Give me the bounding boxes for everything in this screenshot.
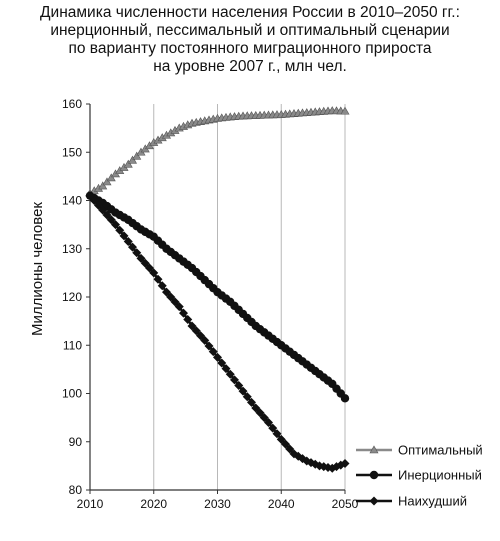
chart-title-line-2: инерционный, пессимальный и оптимальный … bbox=[50, 22, 450, 39]
legend: Оптимальный Инерционный Наихудший bbox=[356, 443, 483, 509]
data-point bbox=[85, 191, 95, 201]
y-tick-label: 150 bbox=[62, 145, 82, 159]
data-point bbox=[281, 439, 290, 449]
y-tick-label: 140 bbox=[62, 194, 82, 208]
data-point bbox=[285, 444, 295, 454]
chart-title-line-1: Динамика численности населения России в … bbox=[40, 4, 460, 21]
data-point bbox=[102, 177, 112, 186]
chart-title-line-4: на уровне 2007 г., млн чел. bbox=[153, 58, 347, 75]
data-point bbox=[234, 380, 244, 390]
data-point bbox=[247, 397, 256, 407]
data-point bbox=[153, 274, 163, 284]
data-point bbox=[217, 358, 227, 368]
data-point bbox=[123, 159, 133, 168]
data-point bbox=[145, 263, 154, 273]
x-tick-label: 2050 bbox=[332, 497, 359, 511]
series-group bbox=[85, 106, 350, 473]
data-point bbox=[221, 364, 231, 374]
y-tick-label: 130 bbox=[62, 242, 82, 256]
data-point bbox=[200, 335, 210, 345]
data-point bbox=[98, 205, 108, 215]
y-tick-label: 100 bbox=[62, 387, 82, 401]
data-point bbox=[127, 155, 138, 164]
data-point bbox=[208, 347, 218, 357]
legend-marker bbox=[369, 496, 379, 506]
data-point bbox=[174, 302, 184, 312]
data-point bbox=[187, 321, 197, 331]
axes bbox=[86, 103, 346, 494]
legend-item: Инерционный bbox=[356, 468, 482, 483]
legend-item: Оптимальный bbox=[356, 443, 483, 458]
data-point bbox=[162, 287, 171, 297]
data-point bbox=[98, 181, 108, 190]
data-point bbox=[115, 225, 125, 235]
data-point bbox=[191, 326, 201, 336]
data-point bbox=[166, 292, 176, 302]
series-triangle bbox=[85, 106, 350, 197]
x-tick-labels: 2010 2020 2030 2040 2050 bbox=[77, 497, 359, 511]
y-tick-label: 110 bbox=[63, 338, 82, 352]
legend-label: Инерционный bbox=[398, 468, 482, 483]
x-tick-label: 2010 bbox=[77, 497, 104, 511]
y-tick-label: 120 bbox=[62, 290, 82, 304]
data-point bbox=[157, 281, 167, 291]
data-point bbox=[251, 403, 261, 413]
chart-title: Динамика численности населения России в … bbox=[0, 4, 500, 76]
data-point bbox=[238, 386, 248, 396]
data-point bbox=[132, 151, 142, 160]
data-point bbox=[272, 429, 282, 439]
data-point bbox=[132, 248, 142, 258]
data-point bbox=[170, 297, 180, 307]
y-tick-label: 80 bbox=[69, 483, 83, 497]
data-point bbox=[340, 106, 350, 115]
data-point bbox=[255, 408, 265, 418]
data-point bbox=[276, 434, 286, 444]
data-point bbox=[140, 258, 150, 268]
series-circle bbox=[85, 191, 350, 403]
legend-label: Наихудший bbox=[398, 494, 467, 509]
data-point bbox=[196, 331, 205, 341]
data-point bbox=[259, 413, 269, 423]
y-tick-label: 90 bbox=[69, 435, 83, 449]
data-point bbox=[340, 458, 350, 468]
x-tick-label: 2030 bbox=[204, 497, 231, 511]
data-point bbox=[204, 341, 214, 351]
y-tick-label: 160 bbox=[62, 97, 82, 111]
chart-title-line-3: по варианту постоянного миграционного пр… bbox=[68, 40, 432, 57]
data-point bbox=[128, 242, 137, 252]
series-diamond bbox=[85, 191, 350, 473]
data-point bbox=[119, 231, 129, 241]
data-point bbox=[268, 423, 278, 433]
data-point bbox=[102, 210, 112, 220]
grid-lines bbox=[153, 104, 346, 490]
data-point bbox=[242, 392, 252, 402]
data-point bbox=[213, 352, 222, 362]
y-axis-label: Миллионы человек bbox=[29, 202, 46, 336]
data-point bbox=[179, 308, 188, 318]
x-tick-label: 2040 bbox=[268, 497, 295, 511]
legend-marker bbox=[369, 445, 379, 454]
data-point bbox=[230, 375, 239, 385]
legend-marker bbox=[369, 470, 379, 480]
data-point bbox=[106, 173, 116, 182]
x-tick-label: 2020 bbox=[140, 497, 167, 511]
data-point bbox=[183, 315, 193, 325]
y-tick-labels: 80 90 100 110 120 130 140 150 160 bbox=[62, 97, 82, 497]
data-point bbox=[136, 253, 146, 263]
data-point bbox=[340, 394, 350, 403]
data-point bbox=[264, 417, 273, 427]
data-point bbox=[225, 369, 235, 379]
data-point bbox=[123, 237, 133, 247]
data-point bbox=[106, 215, 116, 225]
data-point bbox=[111, 220, 120, 230]
legend-label: Оптимальный bbox=[398, 443, 483, 458]
data-point bbox=[89, 196, 99, 205]
data-point bbox=[149, 268, 159, 278]
legend-item: Наихудший bbox=[356, 494, 467, 509]
data-point bbox=[94, 200, 103, 210]
